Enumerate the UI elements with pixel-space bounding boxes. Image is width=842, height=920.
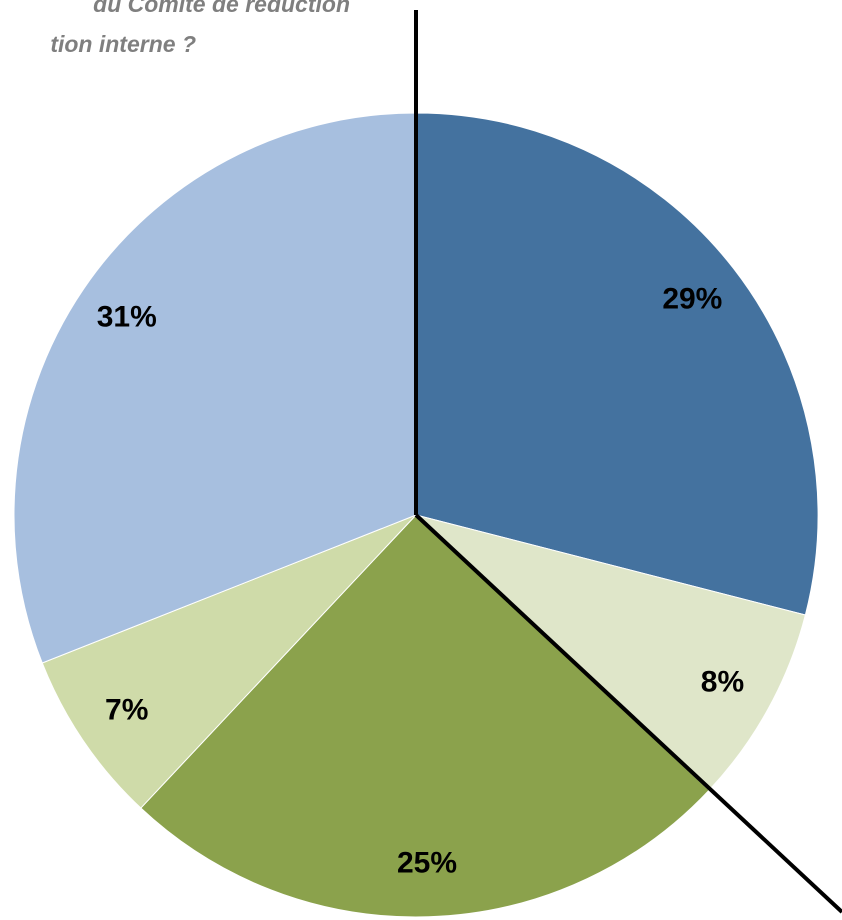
pie-slice bbox=[13, 112, 417, 664]
data-label: 31% bbox=[97, 300, 157, 333]
pie-slice bbox=[140, 514, 710, 918]
chart-title: du Comité de réduction bbox=[93, 0, 350, 17]
pie-slice bbox=[415, 514, 806, 791]
data-label: 8% bbox=[701, 665, 744, 698]
chart-title: tion interne ? bbox=[50, 31, 196, 57]
pie-slice bbox=[415, 112, 819, 616]
data-label: 7% bbox=[105, 694, 148, 727]
data-label: 29% bbox=[662, 283, 722, 316]
pie bbox=[13, 112, 819, 918]
leader-line bbox=[414, 513, 842, 914]
pie-slice bbox=[41, 514, 417, 809]
data-label: 25% bbox=[397, 846, 457, 879]
